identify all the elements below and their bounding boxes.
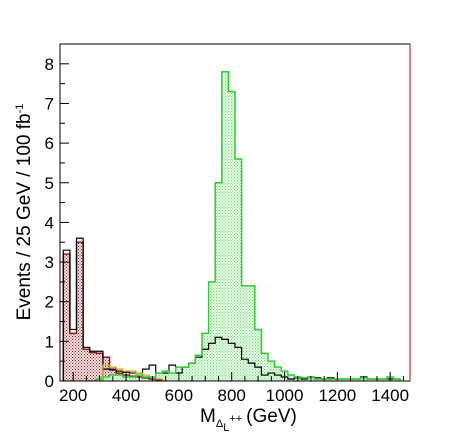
histogram-bar-series-0 <box>76 242 84 381</box>
y-tick-label: 0 <box>45 372 54 391</box>
histogram-bar-series-3 <box>129 377 136 381</box>
x-tick-label: 800 <box>218 386 246 405</box>
histogram-bar-series-3 <box>380 379 387 381</box>
histogram-outline-series-3 <box>95 71 401 381</box>
histogram-bar-series-0 <box>69 333 77 381</box>
histogram-bar-series-3 <box>274 367 282 381</box>
histogram-bar-series-3 <box>221 71 229 382</box>
y-tick-label: 3 <box>45 253 54 272</box>
histogram-bar-series-3 <box>393 379 401 381</box>
histogram-bar-series-3 <box>235 158 242 381</box>
x-tick-label: 1400 <box>371 386 409 405</box>
histogram-bar-series-0 <box>89 352 97 381</box>
x-tick-label: 1000 <box>266 386 304 405</box>
histogram-bar-series-3 <box>102 377 110 381</box>
histogram-bar-series-3 <box>195 355 202 381</box>
histogram-bar-series-0 <box>63 254 70 381</box>
y-tick-label: 6 <box>45 134 54 153</box>
y-tick-label: 2 <box>45 293 54 312</box>
histogram-bar-series-3 <box>188 363 196 381</box>
y-tick-label: 1 <box>45 332 54 351</box>
y-tick-label: 8 <box>45 55 54 74</box>
histogram-bar-series-3 <box>268 361 275 381</box>
histogram-bar-series-3 <box>314 379 321 381</box>
histogram-bar-series-3 <box>228 91 235 381</box>
histogram-bar-series-3 <box>340 379 348 381</box>
histogram-bar-series-3 <box>248 285 255 381</box>
x-tick-label: 200 <box>59 386 87 405</box>
histogram-bar-series-3 <box>367 379 374 381</box>
histogram-bar-series-0 <box>96 353 103 381</box>
x-axis-label: MΔL++ (GeV) <box>200 406 297 434</box>
histogram-outline-series-0 <box>62 241 164 381</box>
histogram-bar-series-3 <box>155 373 163 381</box>
histogram-bar-series-3 <box>287 375 295 381</box>
y-tick-label: 7 <box>45 94 54 113</box>
histogram-bar-series-3 <box>182 367 189 381</box>
histogram-bar-series-3 <box>254 329 262 381</box>
histogram-bar-series-3 <box>168 373 176 381</box>
x-tick-label: 600 <box>165 386 193 405</box>
histogram-bar-series-3 <box>142 377 150 381</box>
histogram-bar-series-3 <box>215 182 222 381</box>
histogram-bar-series-3 <box>261 353 269 381</box>
x-tick-label: 400 <box>112 386 140 405</box>
histogram-bar-series-3 <box>241 285 249 381</box>
histogram-bar-series-3 <box>327 379 335 381</box>
y-tick-label: 4 <box>45 213 54 232</box>
histogram-bar-series-3 <box>201 333 209 381</box>
histogram-bar-series-3 <box>208 281 216 381</box>
y-axis-label: Events / 25 GeV / 100 fb-1 <box>14 104 35 321</box>
y-tick-label: 5 <box>45 174 54 193</box>
histogram-bar-series-3 <box>116 375 123 381</box>
histogram-bar-series-3 <box>353 379 361 381</box>
x-tick-label: 1200 <box>318 386 356 405</box>
histogram-bar-series-0 <box>83 349 90 381</box>
